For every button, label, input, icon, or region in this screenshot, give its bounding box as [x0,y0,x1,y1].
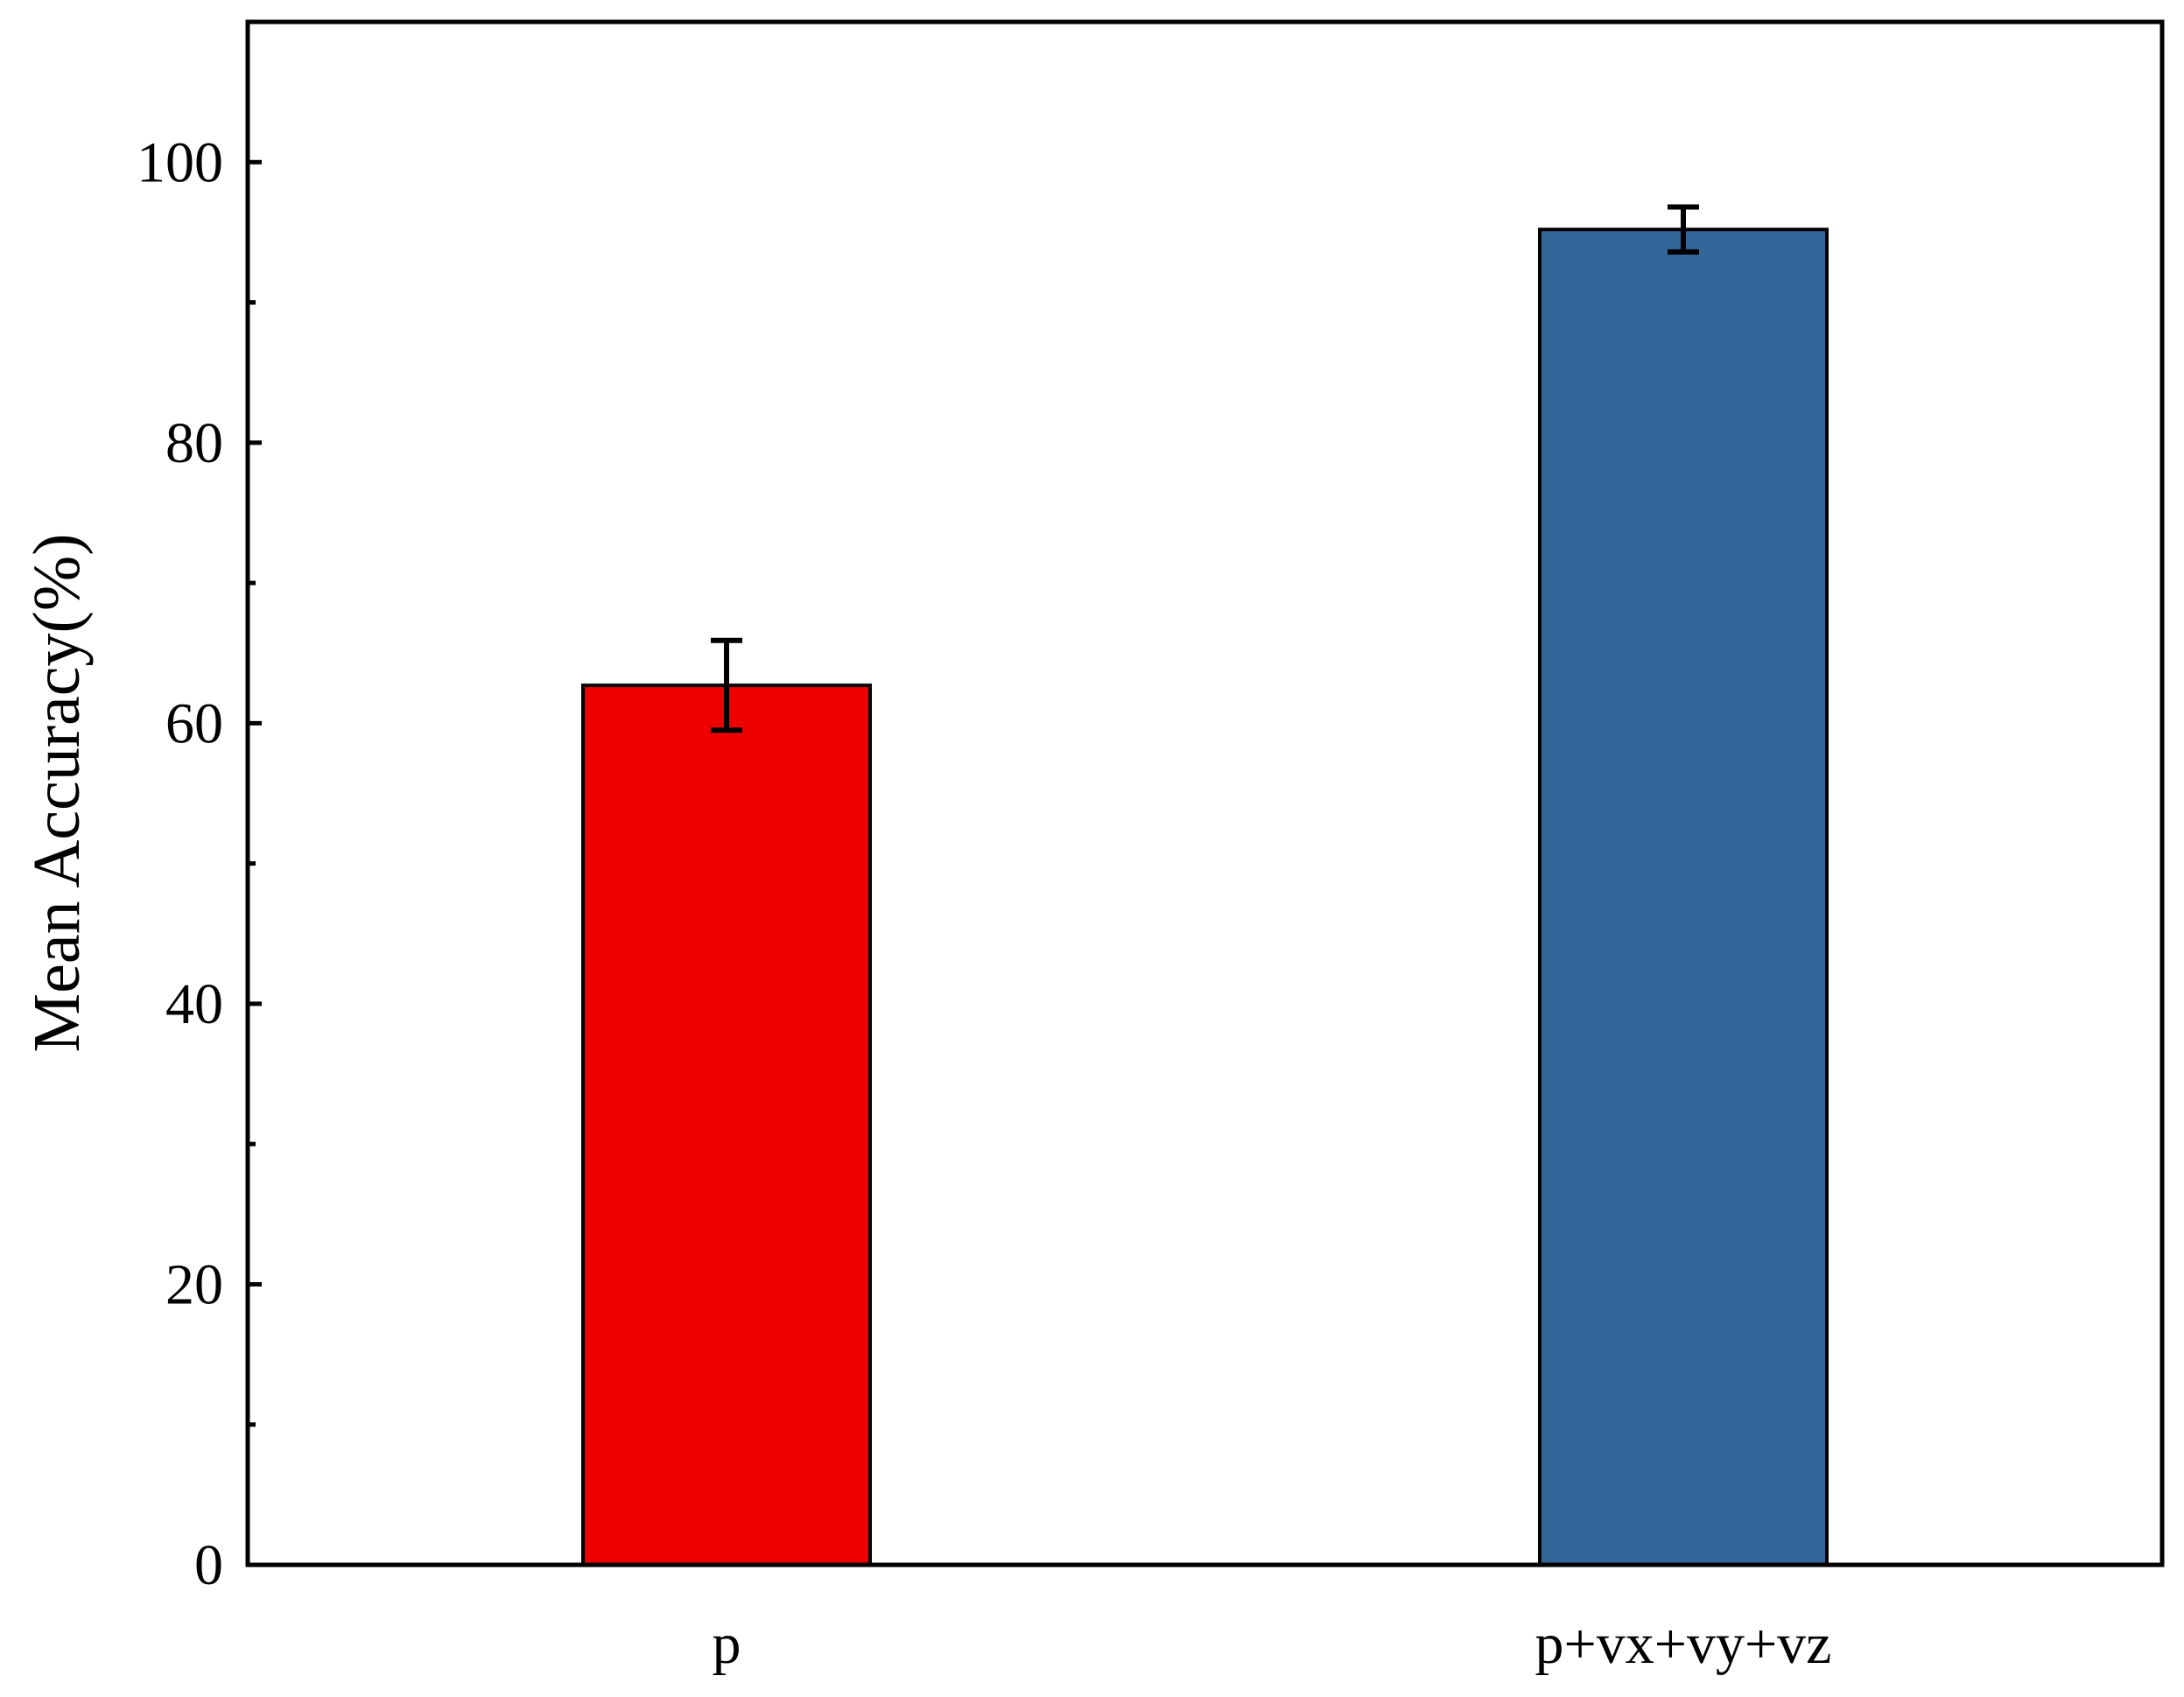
x-tick-label: p [713,1612,741,1676]
bar-1 [1538,228,1829,1567]
y-tick-label: 40 [165,972,223,1036]
y-ticks-layer: 0 20 40 60 80 100 [137,130,262,1597]
y-axis-title: Mean Accuracy(%) [20,534,94,1053]
y-tick-label: 100 [137,130,223,194]
bar-0 [581,684,872,1567]
error-bar-0 [711,637,742,733]
bars-layer [581,228,1829,1567]
y-tick-label: 80 [165,411,223,475]
y-tick-label: 20 [165,1252,223,1316]
y-tick-label: 0 [194,1533,223,1597]
error-bars-layer [711,204,1699,733]
x-labels-layer: p p+vx+vy+vz [713,1612,1832,1676]
y-tick-label: 60 [165,691,223,755]
error-bar-1 [1668,204,1699,255]
x-tick-label: p+vx+vy+vz [1535,1612,1832,1676]
plot-frame [245,19,2165,1567]
